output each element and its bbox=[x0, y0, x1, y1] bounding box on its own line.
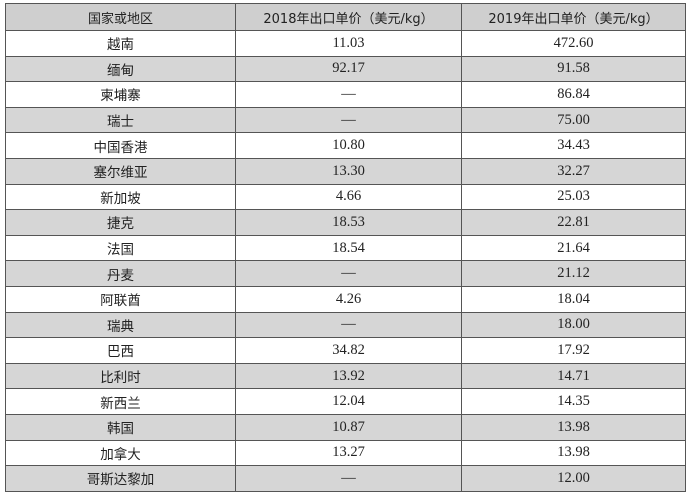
price-2018-cell: 4.26 bbox=[235, 285, 462, 313]
table-row: 韩国 10.87 13.98 bbox=[5, 413, 686, 441]
table-row: 法国 18.54 21.64 bbox=[5, 234, 686, 262]
region-cell: 瑞典 bbox=[5, 311, 236, 339]
price-2018-cell: — bbox=[235, 106, 462, 134]
table-row: 比利时 13.92 14.71 bbox=[5, 362, 686, 390]
price-2018-cell: 18.54 bbox=[235, 234, 462, 262]
price-2019-cell: 22.81 bbox=[461, 209, 686, 236]
price-2019-cell: 32.27 bbox=[461, 157, 686, 185]
price-2018-cell: — bbox=[235, 465, 462, 492]
table-row: 加拿大 13.27 13.98 bbox=[5, 439, 686, 467]
price-2019-cell: 21.64 bbox=[461, 234, 686, 262]
price-2018-cell: 13.92 bbox=[235, 362, 462, 390]
table-row: 哥斯达黎加 —12.00 bbox=[5, 465, 686, 492]
header-row: 国家或地区 2018年出口单价（美元/kg） 2019年出口单价（美元/kg） bbox=[5, 3, 686, 31]
price-2018-cell: 12.04 bbox=[235, 388, 462, 415]
price-2018-cell: 13.27 bbox=[235, 439, 462, 467]
region-cell: 缅甸 bbox=[5, 55, 236, 83]
table-row: 丹麦 —21.12 bbox=[5, 260, 686, 287]
table-row: 柬埔寨 —86.84 bbox=[5, 81, 686, 108]
region-cell: 塞尔维亚 bbox=[5, 157, 236, 185]
price-2018-cell: 4.66 bbox=[235, 183, 462, 211]
price-2019-cell: 13.98 bbox=[461, 439, 686, 467]
table-row: 瑞士 —75.00 bbox=[5, 106, 686, 134]
price-2019-cell: 25.03 bbox=[461, 183, 686, 211]
header-region: 国家或地区 bbox=[5, 3, 236, 31]
region-cell: 新西兰 bbox=[5, 388, 236, 415]
table-row: 新西兰 12.04 14.35 bbox=[5, 388, 686, 415]
table-row: 中国香港 10.80 34.43 bbox=[5, 132, 686, 159]
export-price-table: 国家或地区 2018年出口单价（美元/kg） 2019年出口单价（美元/kg） … bbox=[5, 3, 686, 492]
price-2019-cell: 21.12 bbox=[461, 260, 686, 287]
table-row: 缅甸 92.17 91.58 bbox=[5, 55, 686, 83]
region-cell: 加拿大 bbox=[5, 439, 236, 467]
price-2019-cell: 34.43 bbox=[461, 132, 686, 159]
price-2019-cell: 75.00 bbox=[461, 106, 686, 134]
price-2019-cell: 13.98 bbox=[461, 413, 686, 441]
table-row: 塞尔维亚 13.30 32.27 bbox=[5, 157, 686, 185]
table-row: 瑞典 —18.00 bbox=[5, 311, 686, 339]
price-2019-cell: 18.04 bbox=[461, 285, 686, 313]
header-2018-price: 2018年出口单价（美元/kg） bbox=[235, 3, 462, 31]
region-cell: 越南 bbox=[5, 30, 236, 57]
price-2019-cell: 17.92 bbox=[461, 337, 686, 364]
price-2019-cell: 18.00 bbox=[461, 311, 686, 339]
region-cell: 中国香港 bbox=[5, 132, 236, 159]
header-2019-price: 2019年出口单价（美元/kg） bbox=[461, 3, 686, 31]
price-2018-cell: 34.82 bbox=[235, 337, 462, 364]
table-row: 越南 11.03 472.60 bbox=[5, 30, 686, 57]
price-2018-cell: 10.87 bbox=[235, 413, 462, 441]
region-cell: 巴西 bbox=[5, 337, 236, 364]
price-2019-cell: 14.71 bbox=[461, 362, 686, 390]
table-body: 越南 11.03 472.60 缅甸 92.17 91.58 柬埔寨 —86.84 瑞士 —75.… bbox=[5, 30, 686, 492]
price-2018-cell: 11.03 bbox=[235, 30, 462, 57]
price-2019-cell: 14.35 bbox=[461, 388, 686, 415]
price-2019-cell: 12.00 bbox=[461, 465, 686, 492]
region-cell: 柬埔寨 bbox=[5, 81, 236, 108]
price-2018-cell: — bbox=[235, 81, 462, 108]
price-2018-cell: 18.53 bbox=[235, 209, 462, 236]
price-2019-cell: 91.58 bbox=[461, 55, 686, 83]
region-cell: 捷克 bbox=[5, 209, 236, 236]
region-cell: 瑞士 bbox=[5, 106, 236, 134]
price-2019-cell: 472.60 bbox=[461, 30, 686, 57]
table-row: 巴西 34.82 17.92 bbox=[5, 337, 686, 364]
price-2018-cell: 13.30 bbox=[235, 157, 462, 185]
table-row: 捷克 18.53 22.81 bbox=[5, 209, 686, 236]
price-2018-cell: — bbox=[235, 260, 462, 287]
region-cell: 哥斯达黎加 bbox=[5, 465, 236, 492]
price-2018-cell: — bbox=[235, 311, 462, 339]
region-cell: 法国 bbox=[5, 234, 236, 262]
price-2018-cell: 92.17 bbox=[235, 55, 462, 83]
price-2018-cell: 10.80 bbox=[235, 132, 462, 159]
price-2019-cell: 86.84 bbox=[461, 81, 686, 108]
region-cell: 比利时 bbox=[5, 362, 236, 390]
region-cell: 韩国 bbox=[5, 413, 236, 441]
region-cell: 阿联酋 bbox=[5, 285, 236, 313]
table-row: 阿联酋 4.26 18.04 bbox=[5, 285, 686, 313]
table-row: 新加坡 4.66 25.03 bbox=[5, 183, 686, 211]
region-cell: 新加坡 bbox=[5, 183, 236, 211]
region-cell: 丹麦 bbox=[5, 260, 236, 287]
